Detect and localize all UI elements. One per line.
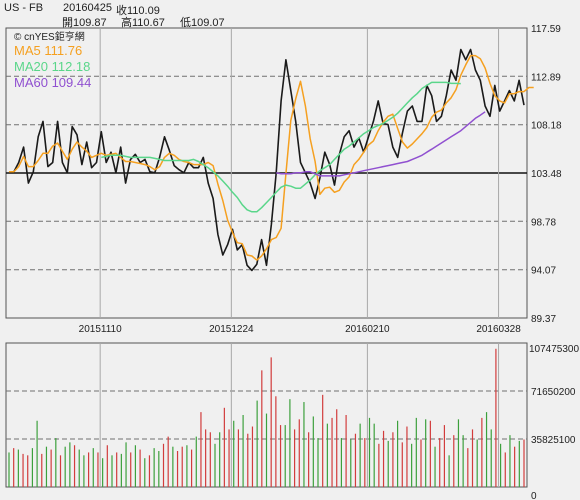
open-label: 開109.87 xyxy=(62,17,107,29)
y-tick-label: 103.48 xyxy=(531,169,562,180)
x-tick-label: 20160210 xyxy=(345,324,390,335)
y-tick-label: 94.07 xyxy=(531,266,556,277)
y-tick-label: 108.18 xyxy=(531,121,562,132)
y-tick-label: 117.59 xyxy=(531,24,561,35)
volume-tick-label: 0 xyxy=(531,491,537,500)
watermark: © cnYES鉅亨網 xyxy=(14,30,85,43)
close-label: 收110.09 xyxy=(116,5,160,17)
price-panel: 117.59 112.89 108.18 103.48 98.78 94.07 89.37 2… xyxy=(5,24,562,335)
volume-panel: 107475300 71650200 35825100 0 xyxy=(5,342,579,500)
legend-ma5: MA5 111.76 xyxy=(14,43,82,58)
volume-tick-label: 35825100 xyxy=(531,435,576,446)
ma20-line xyxy=(101,81,461,213)
x-tick-label: 20160328 xyxy=(476,324,521,335)
symbol-label: US - FB xyxy=(4,2,44,14)
ma5-line xyxy=(9,54,534,261)
x-tick-label: 20151110 xyxy=(79,324,122,335)
low-label: 低109.07 xyxy=(180,17,225,29)
date-label: 20160425 xyxy=(63,2,112,14)
chart-header: US - FB 20160425 收110.09 開109.87 高110.67… xyxy=(0,0,580,29)
legend-ma20: MA20 112.18 xyxy=(14,59,90,74)
x-tick-label: 20151224 xyxy=(209,324,254,335)
high-label: 高110.67 xyxy=(121,17,165,29)
volume-tick-label: 107475300 xyxy=(529,344,579,355)
price-line xyxy=(9,48,525,272)
legend-ma60: MA60 109.44 xyxy=(14,75,91,90)
y-tick-label: 89.37 xyxy=(531,314,556,325)
volume-tick-label: 71650200 xyxy=(531,387,576,398)
ma60-line xyxy=(276,111,486,177)
y-tick-label: 98.78 xyxy=(531,217,556,228)
y-tick-label: 112.89 xyxy=(531,72,561,83)
